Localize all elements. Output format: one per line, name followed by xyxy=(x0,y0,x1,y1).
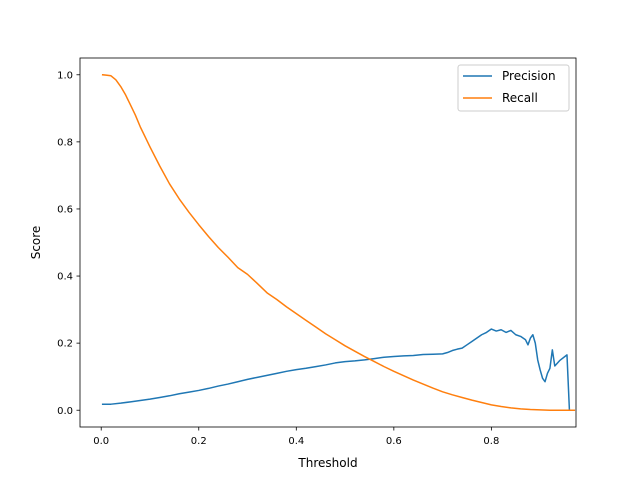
y-tick-label: 0.4 xyxy=(57,272,73,283)
series-layer xyxy=(101,73,576,411)
x-tick-label: 0.4 xyxy=(288,436,304,447)
y-tick-label: 0.6 xyxy=(57,205,73,216)
legend: Precision Recall xyxy=(457,64,570,112)
series-line-recall xyxy=(101,73,576,411)
legend-label-recall: Recall xyxy=(502,91,538,105)
y-axis: 0.0 0.2 0.4 0.6 0.8 1.0 xyxy=(57,70,80,417)
x-axis-label: Threshold xyxy=(297,456,357,470)
series-line-precision xyxy=(101,328,576,411)
x-tick-label: 0.2 xyxy=(191,436,207,447)
x-tick-label: 0.8 xyxy=(483,436,499,447)
y-tick-label: 0.8 xyxy=(57,137,73,148)
x-axis: 0.0 0.2 0.4 0.6 0.8 xyxy=(93,427,499,447)
y-tick-label: 1.0 xyxy=(57,70,73,81)
plot-frame xyxy=(79,57,577,428)
y-tick-label: 0.2 xyxy=(57,339,73,350)
x-tick-label: 0.6 xyxy=(386,436,402,447)
y-axis-label: Score xyxy=(29,226,43,260)
y-tick-label: 0.0 xyxy=(57,406,73,417)
x-tick-label: 0.0 xyxy=(93,436,109,447)
legend-label-precision: Precision xyxy=(502,69,556,83)
